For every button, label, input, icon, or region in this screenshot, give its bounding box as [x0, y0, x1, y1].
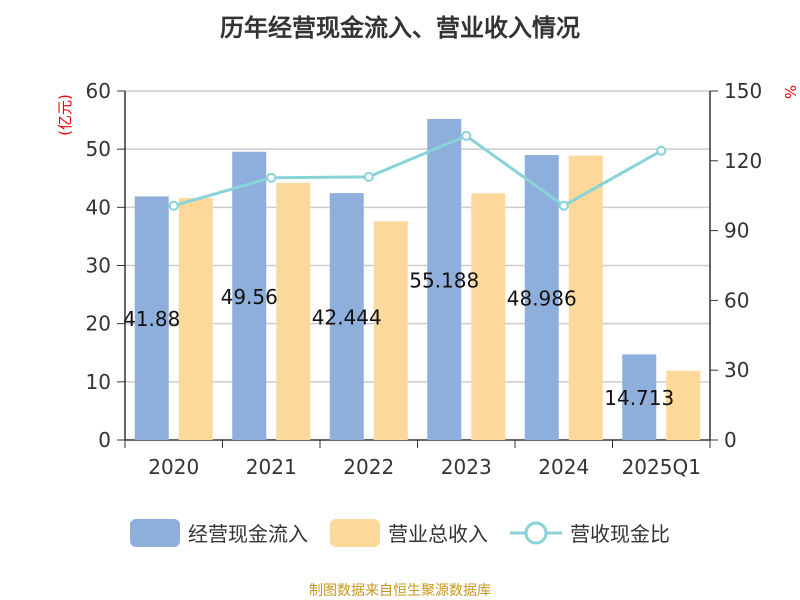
chart-title: 历年经营现金流入、营业收入情况: [220, 14, 580, 42]
ratio-point: [168, 200, 179, 211]
bar-data-label: 55.188: [409, 268, 479, 292]
x-tick-label: 2023: [441, 455, 492, 479]
ratio-line: [173, 134, 662, 208]
y-tick-label: 10: [86, 370, 111, 394]
ratio-point: [461, 130, 472, 141]
y-tick-label: 50: [86, 137, 111, 161]
y2-tick-label: 60: [724, 288, 749, 312]
bar-revenue: [568, 155, 603, 440]
legend-item-revenue[interactable]: 营业总收入: [330, 518, 488, 547]
y2-axis-label: %: [781, 85, 799, 99]
bar-data-label: 48.986: [507, 287, 577, 311]
source-note: 制图数据来自恒生聚源数据库: [309, 583, 491, 599]
y-tick-label: 0: [98, 428, 111, 452]
ratio-point: [266, 172, 277, 183]
bar-revenue: [178, 198, 213, 440]
legend-label: 营收现金比: [570, 522, 670, 546]
legend-swatch: [330, 518, 380, 547]
x-tick-label: 2025Q1: [622, 455, 701, 479]
y2-tick-label: 30: [724, 358, 749, 382]
bar-revenue: [276, 182, 311, 441]
y-tick-label: 40: [86, 195, 111, 219]
y-tick-label: 20: [86, 312, 111, 336]
legend-item-ratio[interactable]: 营收现金比: [510, 518, 670, 547]
bar-data-label: 49.56: [221, 285, 278, 309]
ratio-point: [656, 145, 667, 156]
bar-data-label: 14.713: [604, 386, 674, 410]
legend-line-icon: [510, 521, 562, 544]
x-tick-label: 2020: [148, 455, 199, 479]
x-tick-label: 2021: [246, 455, 297, 479]
bar-data-label: 41.88: [123, 307, 180, 331]
legend-item-cash-inflow[interactable]: 经营现金流入: [130, 518, 308, 547]
x-tick-label: 2024: [538, 455, 589, 479]
y2-tick-label: 150: [724, 79, 762, 103]
bar-cash-inflow: [524, 155, 559, 441]
legend-label: 营业总收入: [388, 522, 488, 546]
bar-cash-inflow: [232, 151, 267, 440]
ratio-point: [558, 200, 569, 211]
y-axis-label: (亿元): [56, 94, 74, 136]
bar-cash-inflow: [134, 196, 169, 440]
bar-revenue: [471, 193, 506, 440]
y2-tick-label: 120: [724, 149, 762, 173]
y2-tick-label: 0: [724, 428, 737, 452]
bar-revenue: [666, 370, 701, 440]
ratio-point: [363, 171, 374, 182]
legend: 经营现金流入 营业总收入 营收现金比: [0, 518, 800, 547]
legend-label: 经营现金流入: [188, 522, 308, 546]
legend-swatch: [130, 518, 180, 547]
bar-cash-inflow: [427, 118, 462, 440]
y2-tick-label: 90: [724, 219, 749, 243]
y-tick-label: 30: [86, 254, 111, 278]
bar-cash-inflow: [622, 354, 657, 440]
x-tick-label: 2022: [343, 455, 394, 479]
bar-data-label: 42.444: [312, 306, 382, 330]
y-tick-label: 60: [86, 79, 111, 103]
bar-revenue: [373, 221, 408, 440]
bar-cash-inflow: [329, 193, 364, 440]
